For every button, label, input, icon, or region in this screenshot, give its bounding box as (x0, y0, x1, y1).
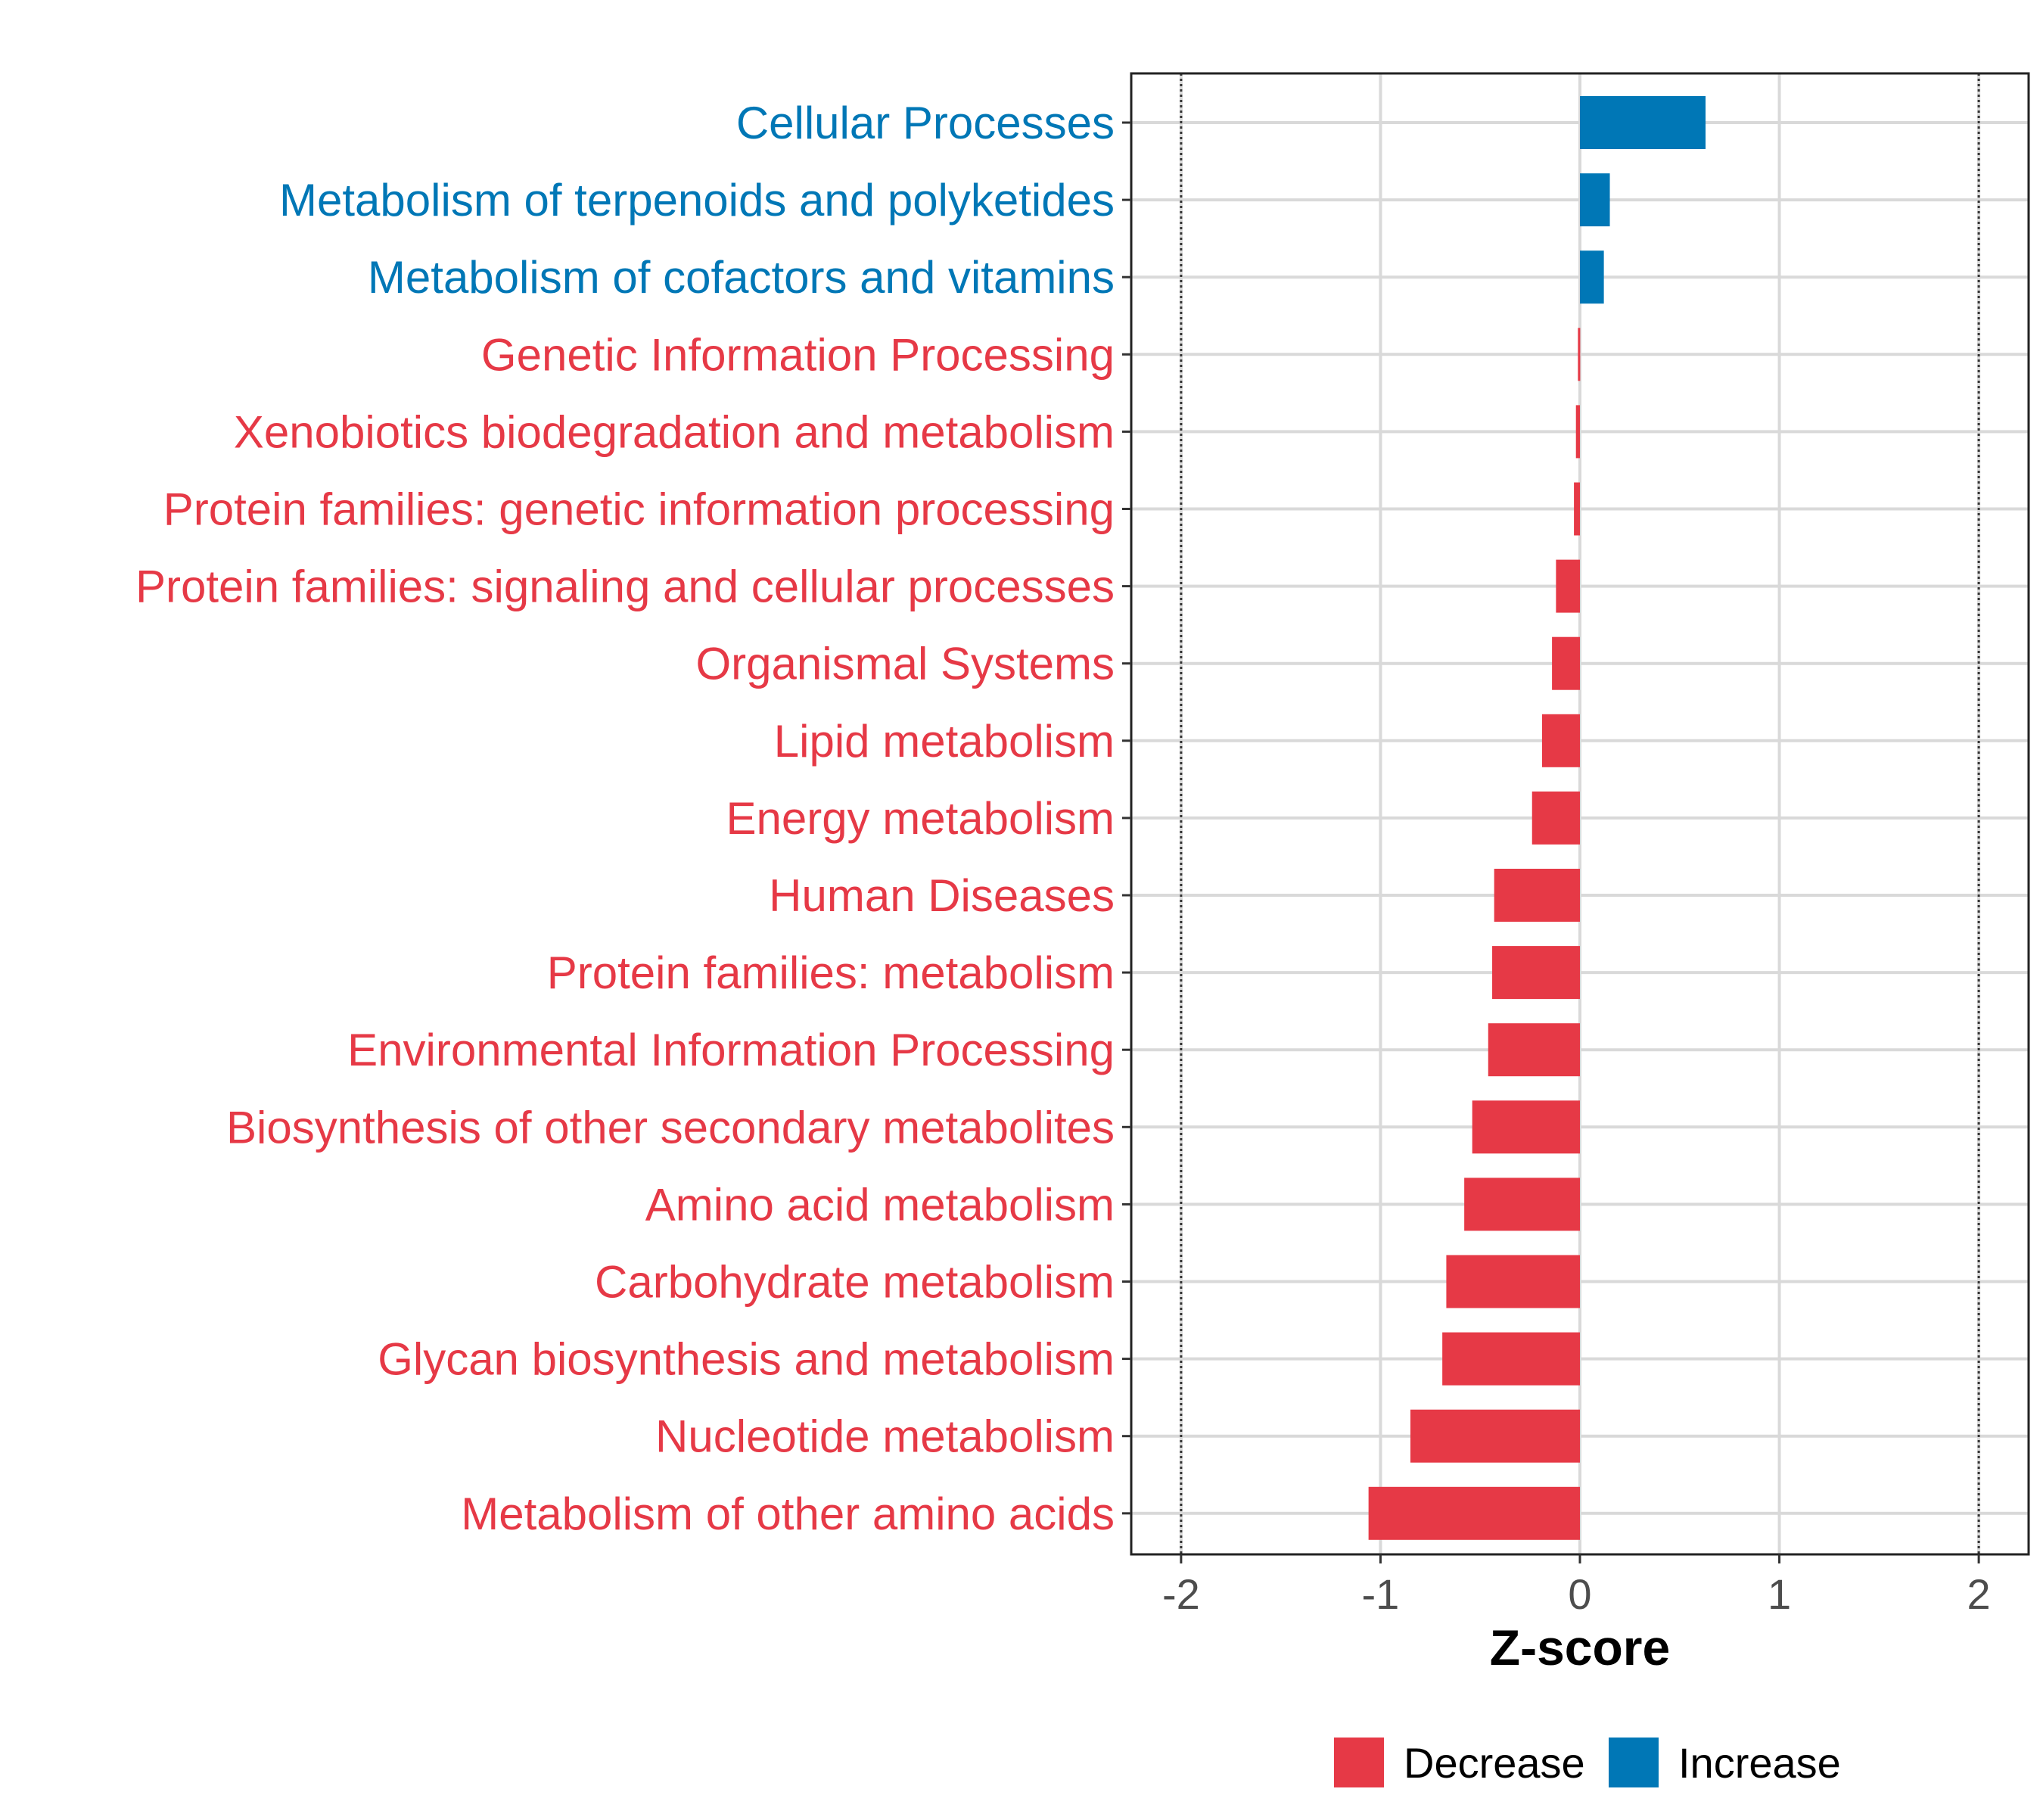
x-tick-label: -1 (1362, 1570, 1400, 1618)
legend: Decrease Increase (1334, 1738, 1841, 1787)
x-tick-label: 1 (1768, 1570, 1791, 1618)
category-label: Protein families: genetic information pr… (163, 484, 1115, 535)
legend-label-increase: Increase (1678, 1739, 1841, 1787)
x-axis: -2 -1 0 1 2 (1162, 1554, 1991, 1618)
category-label: Xenobiotics biodegradation and metabolis… (234, 406, 1115, 457)
bar (1580, 96, 1706, 149)
bar (1410, 1409, 1580, 1463)
category-label: Biosynthesis of other secondary metaboli… (226, 1102, 1115, 1153)
category-label: Human Diseases (769, 870, 1115, 921)
x-tick-label: 0 (1568, 1570, 1591, 1618)
category-label: Metabolism of terpenoids and polyketides (279, 175, 1115, 226)
bars-layer (1368, 96, 1706, 1540)
x-tick-label: 2 (1967, 1570, 1991, 1618)
category-label: Protein families: signaling and cellular… (135, 562, 1115, 612)
bar (1488, 1023, 1580, 1077)
bar (1574, 482, 1580, 536)
bar (1580, 173, 1610, 227)
bar (1446, 1255, 1580, 1308)
category-label: Glycan biosynthesis and metabolism (378, 1334, 1115, 1385)
category-label: Genetic Information Processing (481, 329, 1115, 380)
bar (1575, 405, 1580, 459)
bar (1464, 1178, 1580, 1231)
category-label: Environmental Information Processing (347, 1025, 1115, 1075)
category-label: Organismal Systems (696, 639, 1115, 689)
bar (1580, 250, 1604, 304)
bar (1578, 328, 1581, 381)
category-label: Cellular Processes (736, 98, 1115, 148)
legend-key-decrease (1334, 1738, 1384, 1787)
bar (1541, 714, 1580, 767)
category-label: Amino acid metabolism (645, 1179, 1115, 1230)
bar (1442, 1332, 1580, 1386)
category-label: Protein families: metabolism (547, 947, 1115, 998)
category-label: Metabolism of other amino acids (461, 1489, 1115, 1539)
category-label: Carbohydrate metabolism (595, 1257, 1115, 1308)
category-label: Metabolism of cofactors and vitamins (368, 252, 1115, 303)
bar (1556, 559, 1580, 613)
category-label: Nucleotide metabolism (655, 1411, 1115, 1462)
bar (1552, 636, 1580, 690)
category-label: Lipid metabolism (774, 716, 1115, 767)
bar (1472, 1100, 1580, 1154)
bar (1494, 869, 1580, 922)
bar (1368, 1486, 1580, 1540)
category-label: Energy metabolism (726, 793, 1115, 844)
bar (1492, 946, 1580, 1000)
x-tick-label: -2 (1162, 1570, 1200, 1618)
bar (1531, 791, 1580, 845)
legend-key-increase (1609, 1738, 1659, 1787)
x-axis-title: Z-score (1490, 1619, 1670, 1675)
legend-label-decrease: Decrease (1404, 1739, 1585, 1787)
category-labels: Cellular Processes Metabolism of terpenoi… (135, 98, 1131, 1539)
